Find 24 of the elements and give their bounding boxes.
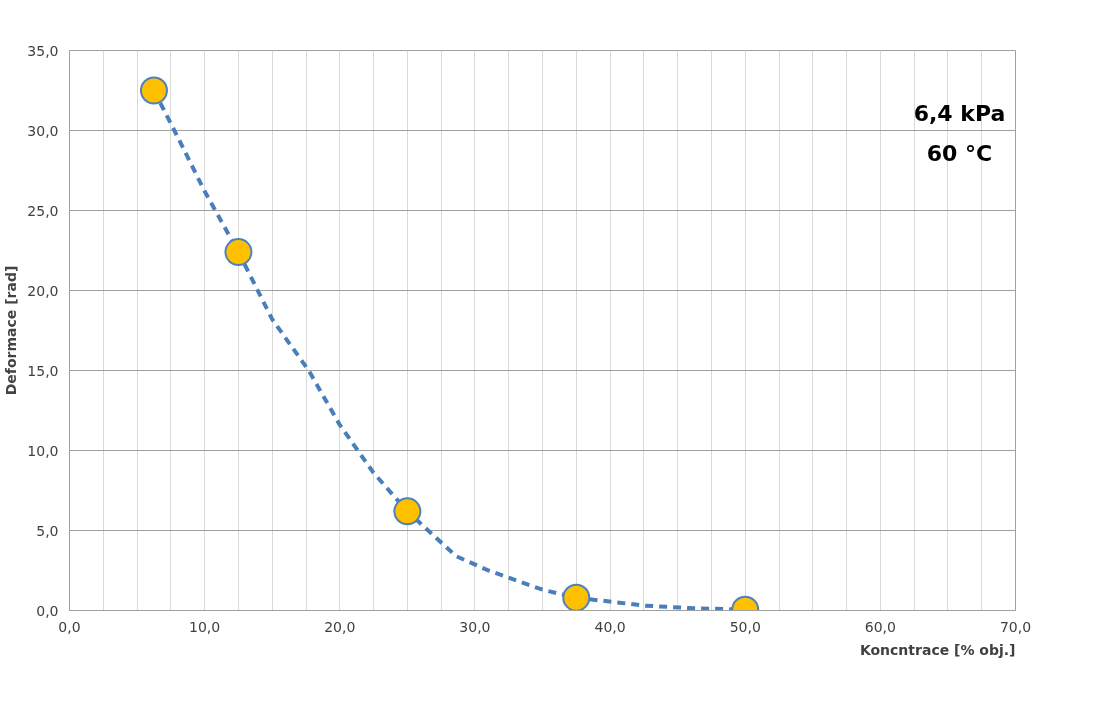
x-tick-label: 60,0	[864, 618, 896, 635]
point	[393, 497, 422, 526]
x-tick-label: 40,0	[594, 618, 626, 635]
x-axis-title: Koncntrace [% obj.]	[859, 641, 1016, 658]
y-axis-title: Deformace [rad]	[3, 265, 20, 396]
y-tick-label: 15,0	[27, 362, 59, 379]
y-tick-label: 5,0	[36, 522, 59, 539]
annotation: 60 °C	[926, 140, 993, 166]
x-tick-label: 10,0	[189, 618, 221, 635]
annotation: 6,4 kPa	[913, 100, 1006, 126]
point	[562, 583, 591, 611]
point	[224, 238, 253, 267]
x-tick-label: 50,0	[729, 618, 761, 635]
x-tick-label: 20,0	[324, 618, 356, 635]
y-tick-label: 30,0	[27, 122, 59, 139]
y-tick-label: 20,0	[27, 282, 59, 299]
point	[139, 76, 168, 105]
y-tick-label: 10,0	[27, 442, 59, 459]
x-tick-label: 0,0	[58, 618, 81, 635]
y-tick-label: 0,0	[36, 602, 59, 619]
x-tick-label: 30,0	[459, 618, 491, 635]
x-tick-label: 70,0	[999, 618, 1032, 635]
y-tick-label: 35,0	[27, 42, 59, 59]
y-tick-label: 25,0	[27, 202, 59, 219]
